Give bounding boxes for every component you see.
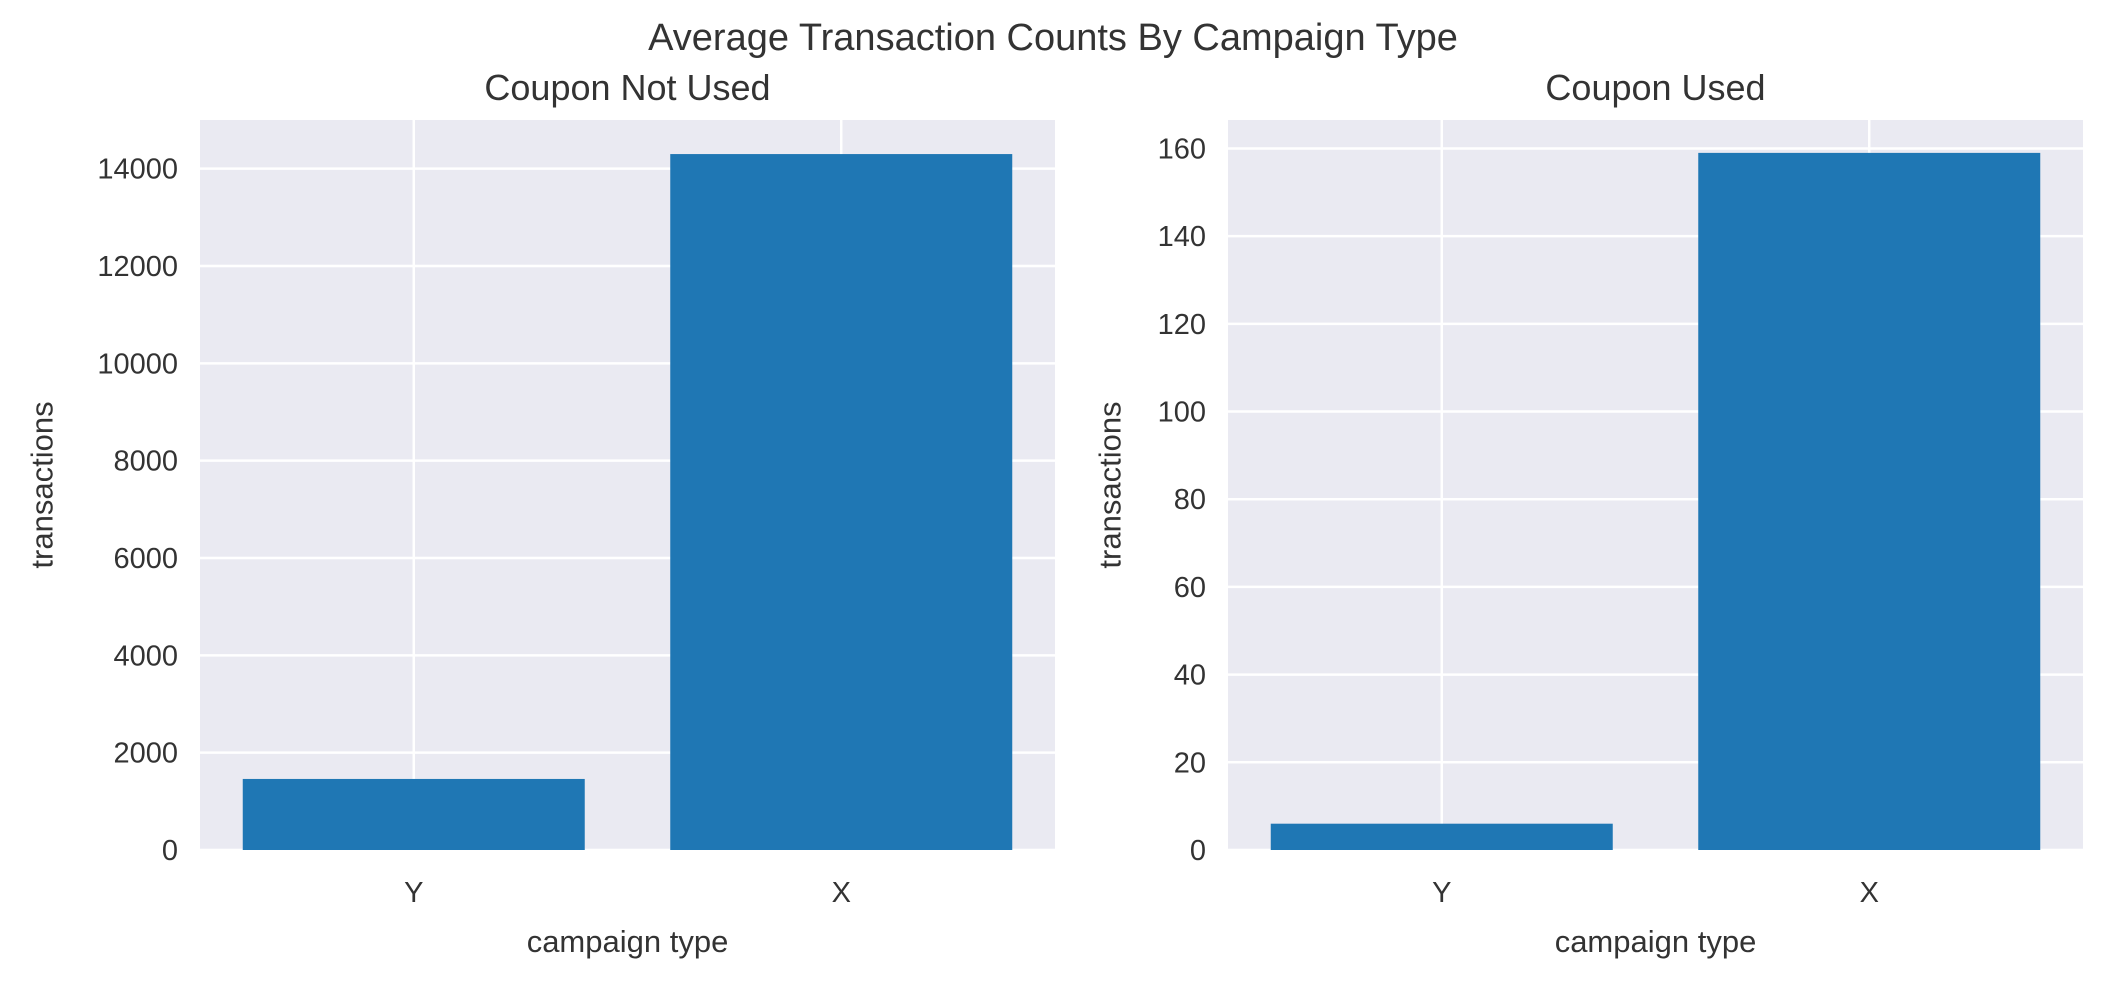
panel-coupon-not-used: 0 2000 4000 6000 8000 10000 12000 14000 Y X Coupon… (25, 67, 1055, 959)
y-tick-label: 10000 (97, 348, 178, 380)
y-tick-label: 140 (1158, 221, 1206, 253)
y-tick-label: 4000 (113, 640, 178, 672)
bar-y (1270, 823, 1613, 850)
y-tick-label: 14000 (97, 154, 178, 186)
y-tick-label: 120 (1158, 309, 1206, 341)
x-axis-label: campaign type (1555, 924, 1757, 959)
bar-x (670, 154, 1013, 851)
y-tick-label: 160 (1158, 133, 1206, 165)
bar-x (1698, 152, 2041, 851)
y-tick-label: 6000 (113, 543, 178, 575)
y-tick-label: 80 (1174, 484, 1206, 516)
subplot-title: Coupon Used (1545, 67, 1765, 108)
x-axis-label: campaign type (527, 924, 729, 959)
y-tick-label: 8000 (113, 446, 178, 478)
y-tick-label: 0 (162, 835, 178, 867)
x-tick-label: Y (1432, 877, 1451, 909)
x-tick-label: X (832, 877, 851, 909)
x-tick-label: Y (404, 877, 423, 909)
y-tick-label: 100 (1158, 397, 1206, 429)
y-tick-label: 60 (1174, 572, 1206, 604)
figure-title: Average Transaction Counts By Campaign T… (648, 17, 1458, 59)
y-axis-label: transactions (25, 401, 60, 568)
y-tick-label: 12000 (97, 251, 178, 283)
panel-coupon-used: 0 20 40 60 80 100 120 140 160 Y X Coupon Used campai… (1093, 67, 2083, 959)
bar-y (242, 778, 585, 850)
y-tick-label: 2000 (113, 738, 178, 770)
y-tick-label: 20 (1174, 747, 1206, 779)
y-axis-label: transactions (1093, 401, 1128, 568)
x-tick-label: X (1860, 877, 1879, 909)
y-tick-label: 0 (1190, 835, 1206, 867)
y-tick-label: 40 (1174, 660, 1206, 692)
subplot-title: Coupon Not Used (484, 67, 770, 108)
